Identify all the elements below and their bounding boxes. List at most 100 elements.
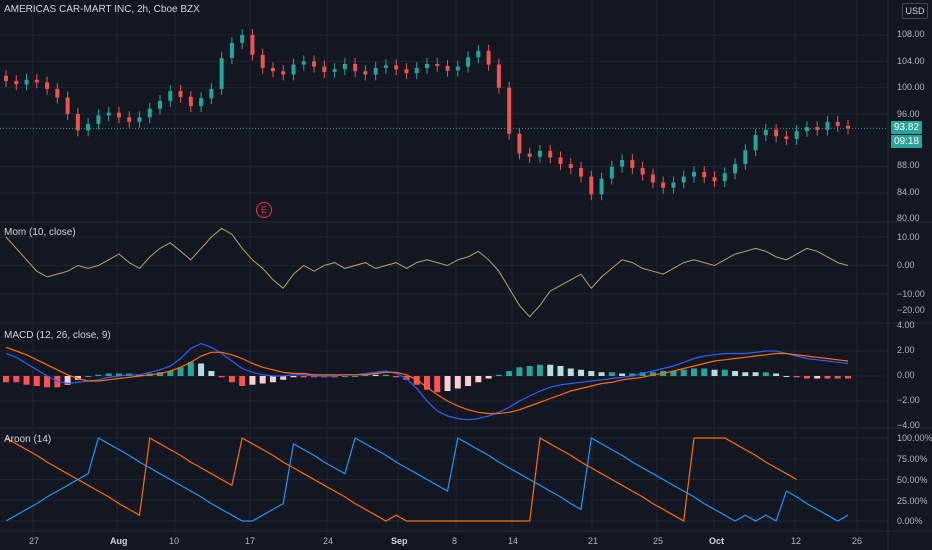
candle-body xyxy=(825,121,830,130)
time-label: 25 xyxy=(653,536,664,546)
macd-histogram-bar xyxy=(13,376,20,383)
candle-body xyxy=(199,98,204,107)
candle-body xyxy=(630,160,635,168)
candle-body xyxy=(794,131,799,140)
candle-body xyxy=(722,173,727,182)
candle-body xyxy=(763,129,768,136)
macd-histogram-bar xyxy=(198,363,205,376)
time-label: Aug xyxy=(110,536,128,546)
macd-label: −4.00 xyxy=(897,420,920,430)
currency-button[interactable]: USD xyxy=(902,3,928,19)
candle-body xyxy=(445,65,450,71)
macd-histogram-bar xyxy=(598,372,605,376)
momentum-label: 0.00 xyxy=(897,260,915,270)
candle-body xyxy=(291,64,296,75)
macd-histogram-bar xyxy=(526,366,533,376)
time-label: Sep xyxy=(391,536,408,546)
macd-histogram-bar xyxy=(382,374,389,376)
candle-body xyxy=(846,125,850,129)
candle-body xyxy=(219,58,224,89)
candle-body xyxy=(394,65,399,70)
time-label: 17 xyxy=(245,536,256,546)
aroon-label: 50.00% xyxy=(897,475,928,485)
momentum-label: −10.00 xyxy=(897,289,925,299)
macd-histogram-bar xyxy=(372,374,379,376)
candle-body xyxy=(620,160,625,167)
candle-body xyxy=(815,127,820,130)
countdown-tag: 09:18 xyxy=(891,135,922,148)
candle-body xyxy=(681,176,686,183)
macd-histogram-bar xyxy=(280,376,287,380)
candle-body xyxy=(609,166,614,179)
macd-histogram-bar xyxy=(177,367,184,376)
candle-body xyxy=(404,69,409,74)
earnings-marker[interactable]: E xyxy=(256,202,272,218)
price-label: 80.00 xyxy=(897,213,920,223)
candle-body xyxy=(425,63,429,68)
macd-histogram-bar xyxy=(454,376,461,389)
macd-histogram-bar xyxy=(475,376,482,383)
candle-body xyxy=(774,129,779,137)
candle-body xyxy=(188,96,193,107)
candle-body xyxy=(650,174,655,183)
macd-histogram-bar xyxy=(424,376,430,390)
macd-histogram-bar xyxy=(762,372,769,376)
candle-body xyxy=(804,127,809,132)
candle-body xyxy=(34,79,39,83)
macd-histogram-bar xyxy=(834,376,841,379)
time-label: 27 xyxy=(29,536,40,546)
candle-body xyxy=(106,112,111,116)
candle-body xyxy=(435,63,440,66)
macd-histogram-bar xyxy=(773,373,780,376)
macd-histogram-bar xyxy=(680,369,687,376)
momentum-line xyxy=(5,227,849,318)
macd-histogram-bar xyxy=(228,376,235,383)
candle-body xyxy=(240,35,245,43)
macd-histogram-bar xyxy=(239,376,246,386)
candle-body xyxy=(712,177,717,182)
macd-histogram-bar xyxy=(742,372,749,376)
time-label: 24 xyxy=(323,536,334,546)
price-label: 104.00 xyxy=(897,56,925,66)
candle-body xyxy=(691,171,696,177)
price-label: 84.00 xyxy=(897,187,920,197)
macd-histogram-bar xyxy=(752,372,759,376)
macd-histogram-bar xyxy=(23,376,30,385)
time-label: 10 xyxy=(169,536,180,546)
macd-histogram-bar xyxy=(547,364,554,376)
candle-body xyxy=(301,61,306,65)
candle-body xyxy=(753,135,758,151)
candle-body xyxy=(322,66,327,72)
aroon-label: 75.00% xyxy=(897,454,928,464)
macd-histogram-bar xyxy=(721,369,728,376)
macd-histogram-bar xyxy=(485,376,492,379)
time-label: Oct xyxy=(709,536,725,546)
symbol-title: AMERICAS CAR-MART INC, 2h, Cboe BZX xyxy=(4,4,200,15)
macd-histogram-bar xyxy=(814,376,821,379)
macd-histogram-bar xyxy=(619,373,626,376)
candle-body xyxy=(55,88,60,98)
price-label: 108.00 xyxy=(897,29,925,39)
candle-body xyxy=(599,178,604,195)
time-label: 8 xyxy=(452,536,458,546)
macd-histogram-bar xyxy=(824,376,831,379)
macd-histogram-bar xyxy=(33,376,40,386)
macd-histogram-bar xyxy=(208,371,215,376)
candle-body xyxy=(75,114,80,131)
aroon-up-line xyxy=(5,437,797,522)
candle-body xyxy=(671,182,676,188)
macd-histogram-bar xyxy=(793,376,800,378)
aroon-label: 25.00% xyxy=(897,496,928,506)
macd-histogram-bar xyxy=(608,372,615,376)
macd-histogram-bar xyxy=(783,376,790,377)
candle-body xyxy=(661,182,666,188)
macd-histogram-bar xyxy=(85,376,92,377)
macd-label: −2.00 xyxy=(897,395,920,405)
candle-body xyxy=(45,82,50,89)
macd-histogram-bar xyxy=(249,376,256,385)
candle-body xyxy=(527,153,532,157)
macd-histogram-bar xyxy=(269,376,276,383)
aroon-label: 100.00% xyxy=(897,433,932,443)
